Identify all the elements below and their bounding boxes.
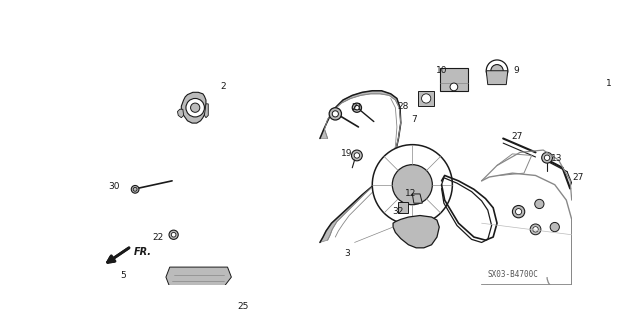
- Circle shape: [512, 205, 525, 218]
- Circle shape: [133, 188, 137, 191]
- Polygon shape: [320, 91, 401, 243]
- Circle shape: [224, 296, 231, 304]
- Circle shape: [352, 150, 362, 161]
- Circle shape: [372, 145, 452, 225]
- Polygon shape: [412, 194, 422, 203]
- Text: 5: 5: [120, 271, 126, 280]
- Circle shape: [333, 111, 338, 117]
- Text: 28: 28: [397, 102, 409, 111]
- Text: SX03-B4700C: SX03-B4700C: [488, 270, 539, 279]
- Text: 25: 25: [237, 302, 248, 311]
- Circle shape: [354, 153, 359, 158]
- Circle shape: [352, 103, 362, 112]
- Circle shape: [534, 199, 544, 209]
- Polygon shape: [397, 203, 408, 213]
- Circle shape: [486, 60, 508, 82]
- Circle shape: [225, 298, 229, 302]
- Circle shape: [530, 224, 541, 235]
- Circle shape: [591, 83, 599, 91]
- Circle shape: [186, 99, 204, 117]
- Circle shape: [450, 83, 458, 91]
- Polygon shape: [178, 109, 183, 118]
- Text: 27: 27: [572, 172, 583, 181]
- Polygon shape: [419, 91, 434, 106]
- Text: 30: 30: [108, 182, 119, 191]
- Text: FR.: FR.: [134, 247, 152, 258]
- Text: 10: 10: [436, 66, 447, 75]
- Circle shape: [550, 222, 559, 232]
- Circle shape: [171, 232, 176, 237]
- Text: 22: 22: [153, 233, 164, 242]
- Circle shape: [545, 155, 550, 160]
- Text: 13: 13: [552, 154, 563, 163]
- Text: 21: 21: [351, 103, 362, 112]
- Text: 19: 19: [341, 149, 353, 158]
- Polygon shape: [587, 79, 601, 102]
- Circle shape: [131, 186, 139, 193]
- Polygon shape: [393, 215, 440, 248]
- Polygon shape: [182, 92, 206, 123]
- Polygon shape: [486, 71, 508, 84]
- Circle shape: [515, 209, 522, 215]
- Text: 27: 27: [512, 132, 523, 141]
- Circle shape: [422, 94, 431, 103]
- Circle shape: [329, 108, 341, 120]
- Text: 9: 9: [513, 66, 519, 75]
- Text: 7: 7: [411, 115, 417, 124]
- Circle shape: [392, 165, 433, 205]
- Text: 2: 2: [221, 82, 227, 91]
- Text: 12: 12: [405, 189, 417, 198]
- Circle shape: [190, 103, 200, 112]
- Text: 32: 32: [393, 207, 404, 216]
- Circle shape: [491, 65, 503, 77]
- Circle shape: [591, 91, 599, 99]
- Circle shape: [355, 105, 359, 110]
- Polygon shape: [440, 68, 468, 91]
- Text: 1: 1: [606, 78, 612, 88]
- Polygon shape: [204, 104, 208, 118]
- Polygon shape: [166, 267, 231, 287]
- Text: 3: 3: [344, 250, 350, 259]
- Circle shape: [169, 230, 178, 239]
- Circle shape: [533, 227, 538, 232]
- Circle shape: [541, 152, 552, 163]
